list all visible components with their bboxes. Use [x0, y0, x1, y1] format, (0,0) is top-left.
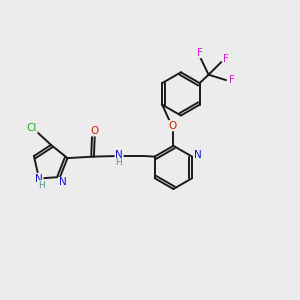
Text: H: H — [38, 181, 45, 190]
Text: N: N — [35, 173, 43, 184]
Text: N: N — [58, 177, 66, 188]
Text: O: O — [169, 121, 177, 131]
Text: H: H — [115, 158, 122, 167]
Text: O: O — [91, 126, 99, 136]
Text: F: F — [229, 74, 235, 85]
Text: N: N — [115, 150, 123, 160]
Text: N: N — [194, 150, 202, 161]
Text: F: F — [197, 47, 203, 58]
Text: F: F — [223, 54, 229, 64]
Text: Cl: Cl — [27, 123, 37, 133]
